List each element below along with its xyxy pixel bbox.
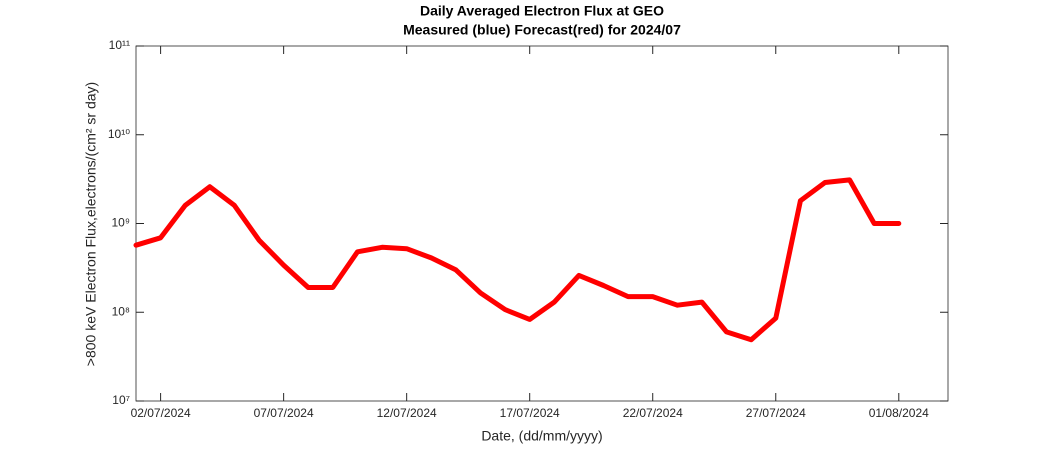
x-tick-label: 02/07/2024: [131, 406, 191, 420]
x-tick-label: 12/07/2024: [377, 406, 437, 420]
x-tick-label: 17/07/2024: [500, 406, 560, 420]
y-tick-label: 10¹⁰: [108, 127, 130, 141]
data-line: [133, 177, 902, 343]
y-tick-label: 10⁹: [112, 216, 131, 230]
x-tick-label: 07/07/2024: [254, 406, 314, 420]
x-tick-label: 01/08/2024: [869, 406, 929, 420]
chart-subtitle: Measured (blue) Forecast(red) for 2024/0…: [403, 22, 681, 38]
x-tick-label: 27/07/2024: [746, 406, 806, 420]
y-tick-label: 10¹¹: [109, 38, 130, 52]
x-tick-label: 22/07/2024: [623, 406, 683, 420]
chart-title: Daily Averaged Electron Flux at GEO: [420, 3, 664, 19]
y-tick-label: 10⁸: [112, 304, 130, 318]
y-axis-label: >800 keV Electron Flux,electrons/(cm² sr…: [83, 82, 99, 366]
x-axis-label: Date, (dd/mm/yyyy): [481, 428, 602, 444]
y-tick-label: 10⁷: [112, 393, 130, 407]
